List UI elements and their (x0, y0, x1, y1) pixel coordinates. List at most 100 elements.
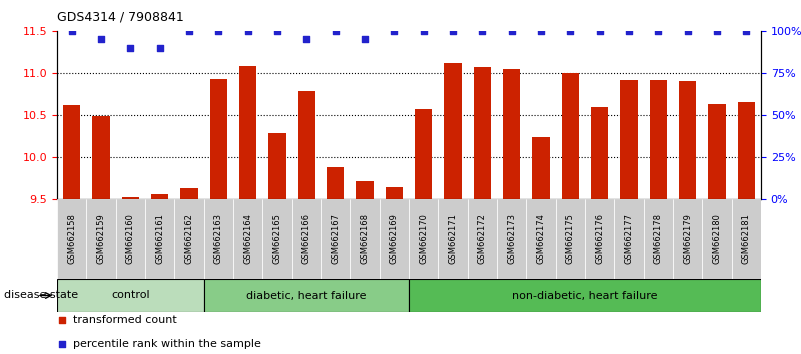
Text: GSM662161: GSM662161 (155, 213, 164, 264)
Point (652, 28, 665, 34)
Text: control: control (111, 291, 150, 301)
Text: GSM662169: GSM662169 (390, 213, 399, 264)
Text: GSM662167: GSM662167 (331, 213, 340, 264)
Bar (356, 181, 374, 199)
Text: GSM662180: GSM662180 (713, 213, 722, 264)
Bar (650, 80, 667, 199)
Point (183, 28, 195, 34)
Bar (268, 133, 286, 199)
Bar (468, 199, 497, 279)
Text: GSM662176: GSM662176 (595, 213, 604, 264)
Bar (327, 167, 344, 199)
Text: GSM662181: GSM662181 (742, 213, 751, 264)
Point (505, 28, 518, 34)
Point (212, 28, 225, 34)
Point (534, 28, 547, 34)
Point (564, 28, 577, 34)
Bar (122, 197, 139, 199)
Text: GSM662160: GSM662160 (126, 213, 135, 264)
Bar (263, 199, 292, 279)
Point (124, 45, 137, 51)
Bar (145, 199, 175, 279)
Point (476, 28, 489, 34)
Bar (203, 279, 409, 312)
Bar (415, 109, 433, 199)
Bar (503, 69, 521, 199)
Bar (92, 116, 110, 199)
Bar (350, 199, 380, 279)
Point (682, 28, 694, 34)
Text: GSM662163: GSM662163 (214, 213, 223, 264)
Point (329, 28, 342, 34)
Point (417, 28, 430, 34)
Point (594, 28, 606, 34)
Bar (151, 194, 168, 199)
Point (65, 28, 78, 34)
Bar (210, 79, 227, 199)
Bar (620, 80, 638, 199)
Bar (297, 91, 315, 199)
Point (447, 28, 460, 34)
Bar (673, 199, 702, 279)
Bar (532, 137, 549, 199)
Bar (591, 107, 609, 199)
Point (241, 28, 254, 34)
Text: diabetic, heart failure: diabetic, heart failure (246, 291, 367, 301)
Bar (180, 188, 198, 199)
Text: GSM662171: GSM662171 (449, 213, 457, 264)
Text: percentile rank within the sample: percentile rank within the sample (73, 339, 260, 349)
Bar (292, 199, 321, 279)
Text: GSM662179: GSM662179 (683, 213, 692, 264)
Bar (409, 279, 761, 312)
Text: GSM662159: GSM662159 (96, 213, 106, 264)
Point (56, 317, 69, 323)
Bar (175, 199, 203, 279)
Bar (445, 63, 462, 199)
Text: GSM662164: GSM662164 (244, 213, 252, 264)
Text: GSM662174: GSM662174 (537, 213, 545, 264)
Bar (526, 199, 556, 279)
Bar (708, 104, 726, 199)
Text: GSM662165: GSM662165 (272, 213, 281, 264)
Bar (585, 199, 614, 279)
Text: GSM662168: GSM662168 (360, 213, 369, 264)
Bar (57, 199, 87, 279)
Text: GSM662172: GSM662172 (478, 213, 487, 264)
Text: disease state: disease state (4, 291, 78, 301)
Text: GSM662158: GSM662158 (67, 213, 76, 264)
Bar (556, 199, 585, 279)
Bar (62, 105, 80, 199)
Point (710, 28, 723, 34)
Text: GSM662173: GSM662173 (507, 213, 516, 264)
Point (388, 28, 400, 34)
Bar (409, 199, 438, 279)
Bar (702, 199, 731, 279)
Point (622, 28, 635, 34)
Point (271, 28, 284, 34)
Text: GDS4314 / 7908841: GDS4314 / 7908841 (57, 11, 183, 24)
Text: GSM662170: GSM662170 (419, 213, 429, 264)
Text: GSM662166: GSM662166 (302, 213, 311, 264)
Text: non-diabetic, heart failure: non-diabetic, heart failure (513, 291, 658, 301)
Bar (321, 199, 350, 279)
Text: GSM662162: GSM662162 (184, 213, 194, 264)
Bar (380, 199, 409, 279)
Point (359, 36, 372, 42)
Bar (239, 66, 256, 199)
Text: GSM662177: GSM662177 (625, 213, 634, 264)
Bar (385, 187, 403, 199)
Point (56, 341, 69, 347)
Bar (497, 199, 526, 279)
Bar (614, 199, 644, 279)
Point (740, 28, 753, 34)
Bar (438, 199, 468, 279)
Point (300, 36, 312, 42)
Bar (644, 199, 673, 279)
Bar (562, 73, 579, 199)
Bar (87, 199, 115, 279)
Bar (203, 199, 233, 279)
Bar (679, 81, 696, 199)
Bar (115, 199, 145, 279)
Bar (473, 67, 491, 199)
Bar (233, 199, 263, 279)
